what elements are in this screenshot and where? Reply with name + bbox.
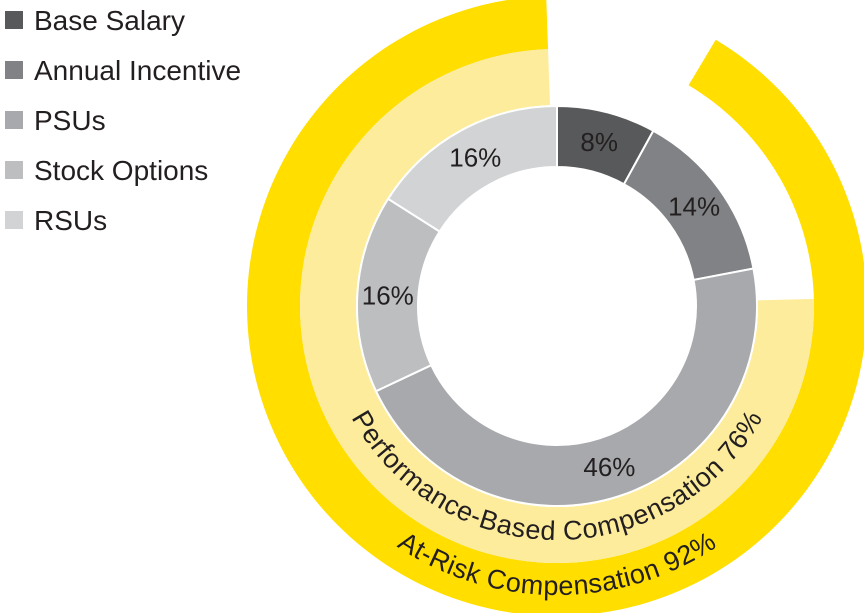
legend-swatch-rsus [5, 211, 23, 229]
legend-label-psus: PSUs [34, 105, 106, 136]
legend-label-annual-incentive: Annual Incentive [34, 55, 241, 86]
legend-swatch-annual-incentive [5, 61, 23, 79]
legend: Base Salary Annual Incentive PSUs Stock Opt… [5, 5, 241, 236]
segment-label-annual-incentive: 14% [668, 191, 720, 221]
donut-segments [355, 104, 758, 507]
legend-swatch-psus [5, 111, 23, 129]
legend-label-base-salary: Base Salary [34, 5, 185, 36]
legend-swatch-stock-options [5, 161, 23, 179]
legend-label-rsus: RSUs [34, 205, 107, 236]
segment-label-rsus: 16% [449, 143, 501, 173]
donut-segment-psus [374, 267, 758, 507]
segment-labels: 8% 14% 46% 16% 16% [362, 127, 720, 482]
donut-segment-rsus [386, 104, 558, 233]
legend-label-stock-options: Stock Options [34, 155, 208, 186]
segment-label-stock-options: 16% [362, 280, 414, 310]
legend-swatch-base-salary [5, 11, 23, 29]
segment-label-psus: 46% [583, 452, 635, 482]
segment-label-base-salary: 8% [580, 127, 618, 157]
